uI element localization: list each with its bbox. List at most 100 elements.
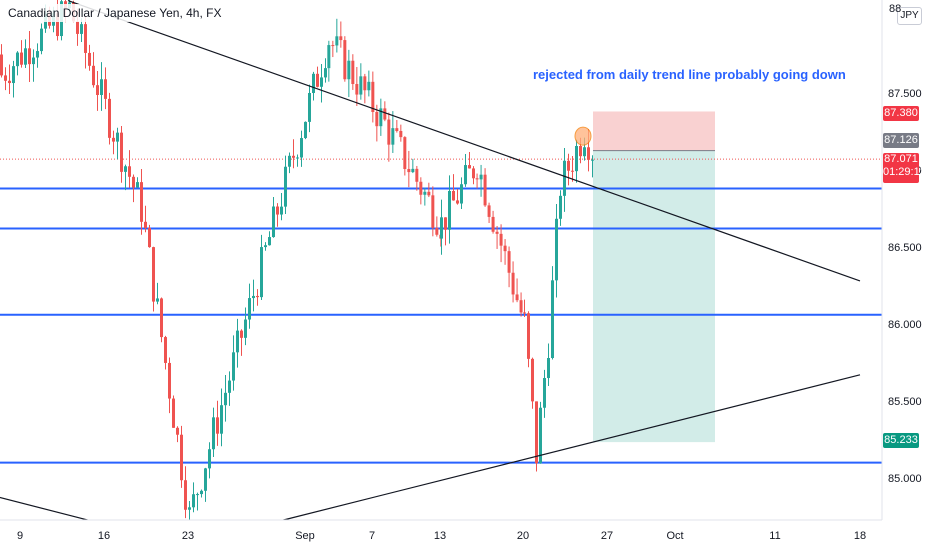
candle-body <box>547 358 550 379</box>
candle-body <box>431 195 435 228</box>
price-axis-label: 86.000 <box>888 319 922 331</box>
candle-body <box>132 176 135 188</box>
candle-body <box>296 157 299 159</box>
candle-body <box>4 75 7 81</box>
time-axis-label: Oct <box>666 530 683 542</box>
currency-button[interactable]: JPY <box>897 7 922 25</box>
candle-body <box>180 434 183 481</box>
trend-line <box>278 374 861 522</box>
time-axis-bg <box>0 520 932 550</box>
candle-body <box>331 45 335 47</box>
last-price-value: 87.071 <box>884 153 918 165</box>
candle-body <box>228 380 231 393</box>
candle-body <box>448 190 451 230</box>
candle-body <box>591 159 594 161</box>
trend-lines <box>0 0 861 525</box>
candle-body <box>379 108 383 127</box>
candle-body <box>312 73 315 93</box>
candle-body <box>16 52 19 67</box>
candle-body <box>559 195 562 219</box>
candle-body <box>475 178 479 180</box>
time-axis-label: 9 <box>17 530 23 542</box>
candle-body <box>140 182 143 222</box>
time-axis-label: 18 <box>854 530 866 542</box>
stop-loss-zone <box>593 111 715 151</box>
candle-body <box>415 168 419 182</box>
candle-body <box>276 206 279 215</box>
candle-body <box>583 147 586 157</box>
candle-body <box>108 98 111 138</box>
candle-body <box>503 245 507 252</box>
candle-body <box>220 405 223 434</box>
current-price-tag: 87.126 <box>883 133 919 148</box>
candle-body <box>256 295 259 298</box>
price-axis-label: 86.500 <box>888 242 922 254</box>
candle-body <box>444 217 447 230</box>
candle-body <box>335 36 339 46</box>
stop-price-tag: 87.380 <box>883 106 919 121</box>
candle-body <box>184 480 187 510</box>
candle-body <box>136 182 139 188</box>
candle-body <box>535 401 538 464</box>
candle-body <box>519 300 523 313</box>
trend-line <box>67 0 861 282</box>
candle-body <box>391 128 395 145</box>
candle-body <box>28 48 31 65</box>
candle-body <box>88 52 91 66</box>
candle-body <box>316 73 319 87</box>
candle-body <box>96 85 99 95</box>
trend-line <box>0 496 105 525</box>
candle-body <box>236 330 239 353</box>
candle-body <box>292 155 295 158</box>
position-zones <box>593 111 715 443</box>
time-axis-label: 16 <box>98 530 110 542</box>
candle-body <box>320 77 323 87</box>
candle-body <box>144 221 147 228</box>
time-axis-label: 13 <box>434 530 446 542</box>
candle-body <box>363 76 367 91</box>
candle-body <box>375 111 379 127</box>
candle-body <box>539 407 542 464</box>
candle-body <box>208 449 211 469</box>
candle-body <box>172 398 175 428</box>
candle-body <box>440 217 443 239</box>
candle-body <box>84 24 87 53</box>
candle-body <box>399 130 403 138</box>
time-axis-label: 11 <box>769 530 780 542</box>
candle-body <box>351 60 355 85</box>
candle-body <box>555 218 558 281</box>
price-axis-label: 87.500 <box>888 88 922 100</box>
candle-body <box>324 68 327 78</box>
candle-body <box>491 216 495 232</box>
candle-body <box>468 165 471 169</box>
price-axis-label: 85.500 <box>888 396 922 408</box>
candle-body <box>204 468 207 491</box>
candle-body <box>359 76 363 95</box>
top-price-label: 88 <box>889 3 902 15</box>
candle-body <box>355 84 359 95</box>
time-axis-label: 20 <box>517 530 529 542</box>
candle-body <box>260 247 263 298</box>
chart-overlays <box>574 126 592 146</box>
candle-body <box>495 231 499 234</box>
last-price-tag: 87.071 01:29:12 <box>883 153 926 183</box>
candle-body <box>403 137 407 169</box>
candle-body <box>188 507 191 510</box>
candle-body <box>507 251 511 273</box>
candle-body <box>212 417 215 450</box>
candle-body <box>472 168 475 179</box>
time-axis-label: Sep <box>295 530 315 542</box>
candle-body <box>268 237 271 246</box>
candle-body <box>284 166 287 207</box>
candle-body <box>36 51 39 58</box>
candle-body <box>435 227 439 235</box>
take-profit-zone <box>593 150 715 443</box>
candles <box>0 0 594 527</box>
candle-body <box>40 28 43 52</box>
candle-body <box>367 81 371 91</box>
candle-body <box>523 312 526 314</box>
time-axis: 9 16 23 Sep 7 13 20 27 Oct 11 18 <box>0 519 932 550</box>
candle-body <box>176 427 179 435</box>
candle-body <box>587 147 590 160</box>
